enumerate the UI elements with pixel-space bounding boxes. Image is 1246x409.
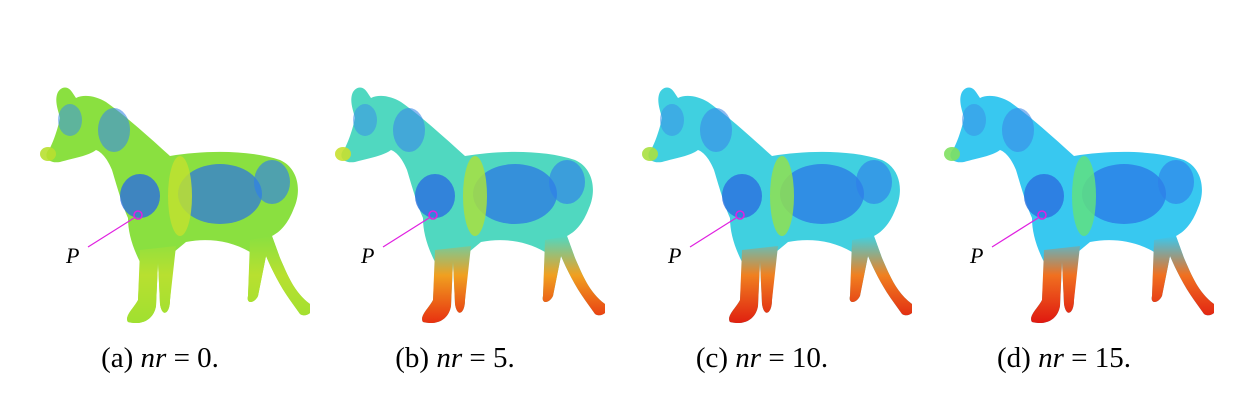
horse-legs-b — [422, 236, 605, 323]
panel-a: P (a) nr = 0. — [10, 0, 310, 409]
horse-model-a: P — [40, 87, 310, 324]
blue-patch-b2 — [473, 164, 557, 224]
point-p-label-b: P — [360, 243, 374, 268]
caption-a: (a) nr = 0. — [101, 342, 219, 374]
head-patch-b — [353, 104, 377, 136]
blue-patch-a3 — [254, 160, 290, 204]
point-p-marker-a — [133, 210, 143, 220]
head-patch-a — [58, 104, 82, 136]
horse-legs-c — [729, 236, 912, 323]
panel-d: P (d) nr = 15. — [914, 0, 1214, 409]
blue-patch-d3 — [1158, 160, 1194, 204]
horse-legs-a — [127, 236, 310, 323]
blue-patch-a2 — [178, 164, 262, 224]
head-patch-d — [962, 104, 986, 136]
blue-patch-b3 — [549, 160, 585, 204]
blue-patch-c1 — [722, 174, 762, 218]
muzzle-patch-d — [944, 147, 960, 161]
point-p-arrow-c — [689, 217, 737, 248]
horse-model-c: P — [642, 87, 912, 324]
caption-d: (d) nr = 15. — [997, 342, 1131, 374]
muzzle-patch-c — [642, 147, 658, 161]
point-p-marker-b — [428, 210, 438, 220]
point-p-marker-d — [1037, 210, 1047, 220]
neck-patch-a — [98, 108, 130, 152]
panel-c: P (c) nr = 10. — [612, 0, 912, 409]
blue-patch-c2 — [780, 164, 864, 224]
horse-model-d: P — [944, 87, 1214, 324]
shoulder-band-a — [168, 156, 192, 236]
point-p-marker-c — [735, 210, 745, 220]
point-p-arrow-d — [991, 217, 1039, 248]
shoulder-band-c — [770, 156, 794, 236]
panel-b: P (b) nr = 5. — [305, 0, 605, 409]
caption-c: (c) nr = 10. — [695, 342, 829, 374]
caption-b: (b) nr = 5. — [395, 342, 515, 374]
point-p-label-a: P — [65, 243, 79, 268]
horse-model-b: P — [335, 87, 605, 324]
blue-patch-b1 — [415, 174, 455, 218]
blue-patch-d1 — [1024, 174, 1064, 218]
blue-patch-a1 — [120, 174, 160, 218]
shoulder-band-b — [463, 156, 487, 236]
neck-patch-c — [700, 108, 732, 152]
point-p-arrow-b — [382, 217, 430, 248]
head-patch-c — [660, 104, 684, 136]
horse-legs-d — [1031, 236, 1214, 323]
muzzle-patch-b — [335, 147, 351, 161]
point-p-label-c: P — [667, 243, 681, 268]
shoulder-band-d — [1072, 156, 1096, 236]
neck-patch-b — [393, 108, 425, 152]
point-p-arrow-a — [87, 217, 135, 248]
point-p-label-d: P — [969, 243, 983, 268]
blue-patch-d2 — [1082, 164, 1166, 224]
neck-patch-d — [1002, 108, 1034, 152]
blue-patch-c3 — [856, 160, 892, 204]
muzzle-patch-a — [40, 147, 56, 161]
